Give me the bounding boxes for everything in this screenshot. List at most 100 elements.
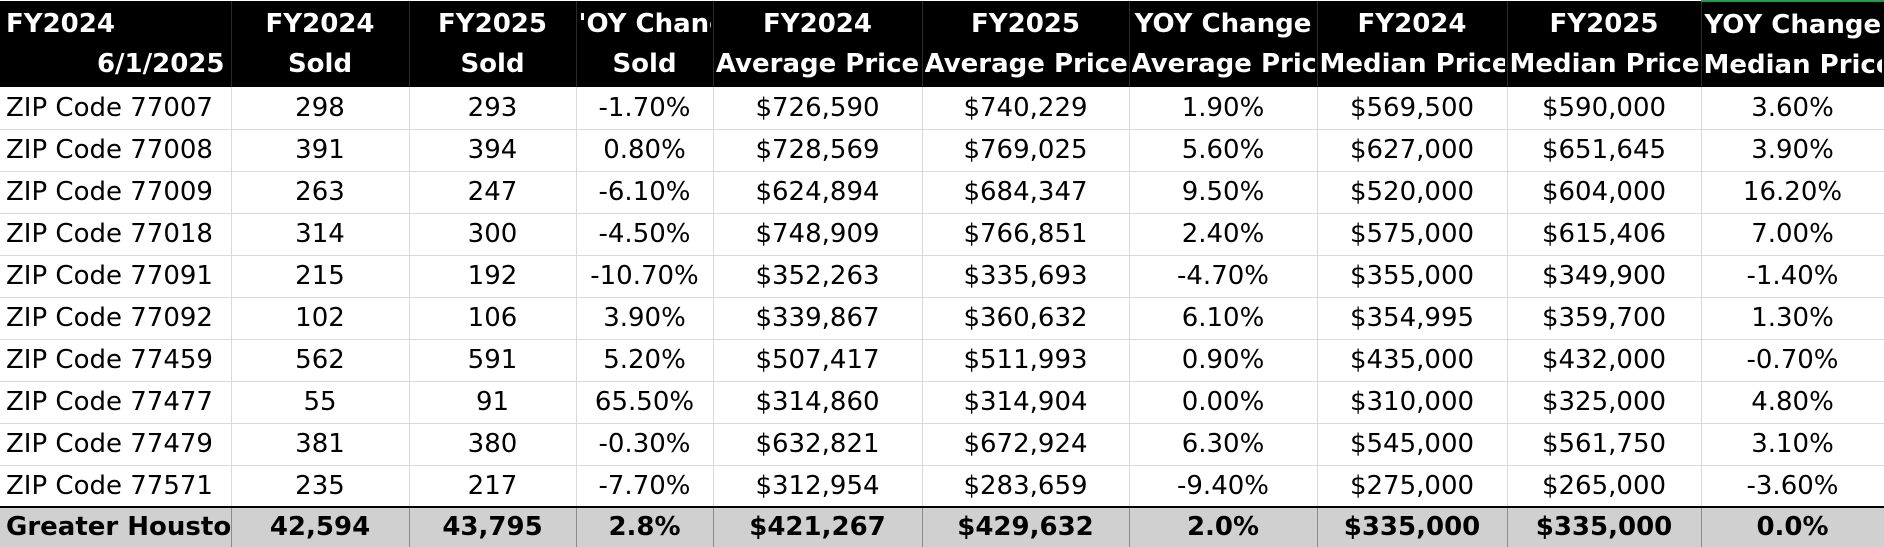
fy2024-median-price-cell[interactable]: $355,000 [1317,255,1508,298]
fy2024-median-price-cell[interactable]: $569,500 [1317,87,1508,130]
yoy-average-price-cell[interactable]: 0.00% [1129,381,1318,424]
yoy-median-price-cell[interactable]: 7.00% [1701,213,1884,256]
yoy-median-price-cell[interactable]: -1.40% [1701,255,1884,298]
fy2025-average-price-cell[interactable]: $511,993 [922,339,1130,382]
fy2025-median-price-cell[interactable]: $604,000 [1507,171,1702,214]
fy2025-sold-cell[interactable]: 591 [409,339,577,382]
fy2025-median-price-cell[interactable]: $651,645 [1507,129,1702,172]
fy2025-sold-cell[interactable]: 91 [409,381,577,424]
yoy-sold-cell[interactable]: -7.70% [576,465,714,508]
yoy-median-price-cell[interactable]: 4.80% [1701,381,1884,424]
fy2025-median-price-cell[interactable]: $325,000 [1507,381,1702,424]
fy2025-sold-cell[interactable]: 247 [409,171,577,214]
fy2025-sold-cell[interactable]: 217 [409,465,577,508]
fy2025-average-price-cell[interactable]: $360,632 [922,297,1130,340]
fy2024-sold-cell[interactable]: 263 [231,171,410,214]
yoy-average-price-cell[interactable]: 9.50% [1129,171,1318,214]
zip-code-cell[interactable]: ZIP Code 77091 [0,255,232,298]
total-fy2024-sold-cell[interactable]: 42,594 [231,506,410,547]
total-fy2025-sold-cell[interactable]: 43,795 [409,506,577,547]
fy2025-sold-cell[interactable]: 293 [409,87,577,130]
total-fy2024-average-price-cell[interactable]: $421,267 [713,506,923,547]
total-yoy-average-price-cell[interactable]: 2.0% [1129,506,1318,547]
zip-code-cell[interactable]: ZIP Code 77459 [0,339,232,382]
yoy-median-price-cell[interactable]: 1.30% [1701,297,1884,340]
yoy-sold-cell[interactable]: -6.10% [576,171,714,214]
yoy-average-price-cell[interactable]: 2.40% [1129,213,1318,256]
header-cell-fy2025-median-price[interactable]: FY2025 Median Price [1507,1,1702,87]
zip-code-cell[interactable]: ZIP Code 77018 [0,213,232,256]
header-cell-yoy-average-price[interactable]: YOY Change Average Price [1129,1,1318,87]
fy2024-median-price-cell[interactable]: $545,000 [1317,423,1508,466]
fy2024-median-price-cell[interactable]: $575,000 [1317,213,1508,256]
yoy-median-price-cell[interactable]: 3.60% [1701,87,1884,130]
fy2024-average-price-cell[interactable]: $352,263 [713,255,923,298]
total-fy2025-average-price-cell[interactable]: $429,632 [922,506,1130,547]
yoy-sold-cell[interactable]: 65.50% [576,381,714,424]
fy2025-sold-cell[interactable]: 394 [409,129,577,172]
yoy-sold-cell[interactable]: -10.70% [576,255,714,298]
zip-code-cell[interactable]: ZIP Code 77007 [0,87,232,130]
zip-code-cell[interactable]: ZIP Code 77571 [0,465,232,508]
fy2025-median-price-cell[interactable]: $615,406 [1507,213,1702,256]
fy2024-average-price-cell[interactable]: $507,417 [713,339,923,382]
fy2024-average-price-cell[interactable]: $748,909 [713,213,923,256]
fy2024-sold-cell[interactable]: 314 [231,213,410,256]
fy2025-median-price-cell[interactable]: $349,900 [1507,255,1702,298]
header-cell-fy2025-sold[interactable]: FY2025 Sold [409,1,577,87]
yoy-sold-cell[interactable]: -0.30% [576,423,714,466]
fy2024-sold-cell[interactable]: 562 [231,339,410,382]
fy2024-median-price-cell[interactable]: $627,000 [1317,129,1508,172]
fy2024-average-price-cell[interactable]: $314,860 [713,381,923,424]
zip-code-cell[interactable]: ZIP Code 77479 [0,423,232,466]
fy2025-average-price-cell[interactable]: $314,904 [922,381,1130,424]
yoy-median-price-cell[interactable]: -3.60% [1701,465,1884,508]
fy2025-median-price-cell[interactable]: $432,000 [1507,339,1702,382]
yoy-average-price-cell[interactable]: 0.90% [1129,339,1318,382]
fy2025-average-price-cell[interactable]: $769,025 [922,129,1130,172]
fy2025-sold-cell[interactable]: 300 [409,213,577,256]
header-cell-fy2025-average-price[interactable]: FY2025 Average Price [922,1,1130,87]
fy2024-average-price-cell[interactable]: $339,867 [713,297,923,340]
yoy-sold-cell[interactable]: -4.50% [576,213,714,256]
yoy-average-price-cell[interactable]: -4.70% [1129,255,1318,298]
fy2025-median-price-cell[interactable]: $265,000 [1507,465,1702,508]
fy2025-average-price-cell[interactable]: $335,693 [922,255,1130,298]
fy2024-average-price-cell[interactable]: $632,821 [713,423,923,466]
fy2025-average-price-cell[interactable]: $740,229 [922,87,1130,130]
total-fy2024-median-price-cell[interactable]: $335,000 [1317,506,1508,547]
fy2024-sold-cell[interactable]: 298 [231,87,410,130]
fy2024-average-price-cell[interactable]: $728,569 [713,129,923,172]
fy2025-average-price-cell[interactable]: $672,924 [922,423,1130,466]
fy2024-average-price-cell[interactable]: $312,954 [713,465,923,508]
yoy-average-price-cell[interactable]: 5.60% [1129,129,1318,172]
fy2025-average-price-cell[interactable]: $283,659 [922,465,1130,508]
yoy-median-price-cell[interactable]: 3.90% [1701,129,1884,172]
yoy-median-price-cell[interactable]: 16.20% [1701,171,1884,214]
fy2025-median-price-cell[interactable]: $590,000 [1507,87,1702,130]
fy2025-average-price-cell[interactable]: $684,347 [922,171,1130,214]
yoy-average-price-cell[interactable]: -9.40% [1129,465,1318,508]
zip-code-cell[interactable]: ZIP Code 77092 [0,297,232,340]
fy2025-sold-cell[interactable]: 106 [409,297,577,340]
header-cell-yoy-sold[interactable]: 'OY Chang Sold [576,1,714,87]
fy2024-median-price-cell[interactable]: $310,000 [1317,381,1508,424]
yoy-average-price-cell[interactable]: 6.30% [1129,423,1318,466]
fy2024-median-price-cell[interactable]: $275,000 [1317,465,1508,508]
zip-code-cell[interactable]: ZIP Code 77009 [0,171,232,214]
total-yoy-median-price-cell[interactable]: 0.0% [1701,506,1884,547]
fy2024-median-price-cell[interactable]: $354,995 [1317,297,1508,340]
yoy-sold-cell[interactable]: 5.20% [576,339,714,382]
yoy-average-price-cell[interactable]: 1.90% [1129,87,1318,130]
yoy-sold-cell[interactable]: 0.80% [576,129,714,172]
yoy-median-price-cell[interactable]: 3.10% [1701,423,1884,466]
zip-code-cell[interactable]: ZIP Code 77008 [0,129,232,172]
fy2025-sold-cell[interactable]: 380 [409,423,577,466]
yoy-sold-cell[interactable]: -1.70% [576,87,714,130]
zip-code-cell[interactable]: ZIP Code 77477 [0,381,232,424]
fy2024-median-price-cell[interactable]: $520,000 [1317,171,1508,214]
fy2024-average-price-cell[interactable]: $624,894 [713,171,923,214]
fy2025-median-price-cell[interactable]: $359,700 [1507,297,1702,340]
fy2024-sold-cell[interactable]: 215 [231,255,410,298]
fy2024-sold-cell[interactable]: 55 [231,381,410,424]
